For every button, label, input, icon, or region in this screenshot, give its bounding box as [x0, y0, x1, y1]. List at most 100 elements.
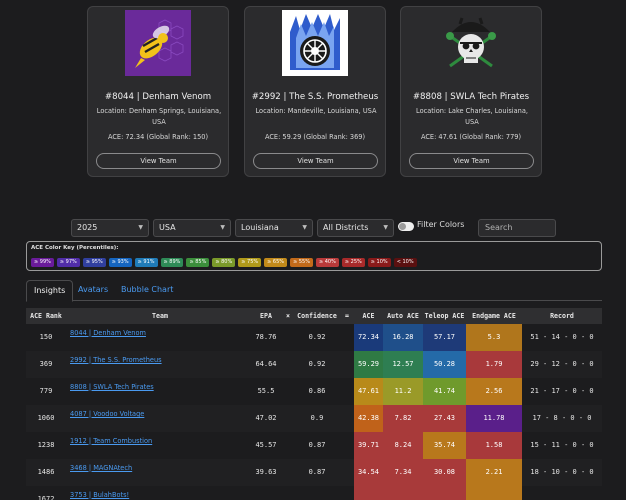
cell-epa: 78.76 — [255, 333, 277, 341]
filter-colors-toggle[interactable] — [398, 222, 414, 231]
cell-conf: 0.92 — [308, 333, 326, 341]
view-team-button[interactable]: View Team — [96, 153, 221, 169]
cell-epa: 47.02 — [255, 414, 277, 422]
cell-record: 17 - 8 - 0 - 0 — [532, 414, 592, 422]
team-ace: ACE: 59.29 (Global Rank: 369) — [264, 133, 366, 141]
cell-endgame: 1.79 — [466, 351, 522, 378]
cell-teleop: 30.08 — [423, 459, 466, 486]
cell-epa: 45.57 — [255, 441, 277, 449]
column-header[interactable]: Confidence — [297, 312, 337, 320]
color-key-chip: < 10% — [393, 258, 417, 267]
cell-conf — [296, 486, 338, 500]
column-header[interactable]: ACE Rank — [30, 312, 62, 320]
team-title: #8808 | SWLA Tech Pirates — [412, 92, 530, 102]
cell-record — [522, 486, 602, 500]
view-team-button[interactable]: View Team — [409, 153, 534, 169]
country-select[interactable]: USA ▼ — [153, 219, 231, 237]
table-row[interactable]: 1238 1912 | Team Combustion 45.57 0.87 39.71… — [26, 432, 602, 459]
team-ace: ACE: 47.61 (Global Rank: 779) — [420, 133, 522, 141]
color-key-chip: ≥ 40% — [315, 258, 339, 267]
team-link[interactable]: 3468 | MAGNAtech — [70, 464, 133, 472]
team-link[interactable]: 2992 | The S.S. Prometheus — [70, 356, 162, 364]
color-key-chip: ≥ 97% — [56, 258, 80, 267]
cell-teleop: 50.28 — [423, 351, 466, 378]
cell-record: 21 - 17 - 0 - 0 — [530, 387, 594, 395]
cell-rank: 369 — [39, 360, 53, 368]
cell-rank: 1060 — [37, 414, 55, 422]
hornet-logo-icon — [125, 10, 191, 76]
column-header[interactable]: × — [286, 312, 290, 320]
table-row[interactable]: 1486 3468 | MAGNAtech 39.63 0.87 34.54 7.34 30… — [26, 459, 602, 486]
country-select-value: USA — [159, 223, 176, 232]
column-header[interactable]: EPA — [260, 312, 272, 320]
year-select[interactable]: 2025 ▼ — [71, 219, 149, 237]
table-body: 150 8044 | Denham Venom 78.76 0.92 72.34 16.2… — [26, 324, 602, 500]
tab-insights[interactable]: Insights — [26, 280, 74, 302]
team-link[interactable]: 4087 | Voodoo Voltage — [70, 410, 145, 418]
color-key-chip: ≥ 93% — [108, 258, 132, 267]
cell-ace: 47.61 — [354, 378, 383, 405]
table-row[interactable]: 369 2992 | The S.S. Prometheus 64.64 0.92 59… — [26, 351, 602, 378]
color-key-chip: ≥ 10% — [367, 258, 391, 267]
column-header[interactable]: = — [345, 312, 349, 320]
cell-endgame — [466, 486, 522, 500]
team-card: #8044 | Denham Venom Location: Denham Sp… — [87, 6, 229, 177]
chevron-down-icon: ▼ — [383, 224, 388, 231]
table-row[interactable]: 150 8044 | Denham Venom 78.76 0.92 72.34 16.2… — [26, 324, 602, 351]
cell-auto — [383, 486, 423, 500]
view-tabs: Insights Avatars Bubble Chart — [26, 280, 602, 302]
table-row[interactable]: 1060 4087 | Voodoo Voltage 47.02 0.9 42.38 7.… — [26, 405, 602, 432]
year-select-value: 2025 — [77, 223, 98, 232]
cell-auto: 11.2 — [383, 378, 423, 405]
chevron-down-icon: ▼ — [138, 224, 143, 231]
cell-auto: 12.57 — [383, 351, 423, 378]
team-link[interactable]: 8044 | Denham Venom — [70, 329, 146, 337]
chevron-down-icon: ▼ — [220, 224, 225, 231]
color-key-items: ≥ 99% ≥ 97% ≥ 95% ≥ 93% ≥ 91% ≥ 89% ≥ 85% ≥ 80%… — [31, 258, 417, 267]
cell-auto: 8.24 — [383, 432, 423, 459]
color-key-chip: ≥ 91% — [134, 258, 158, 267]
color-key-chip: ≥ 55% — [290, 258, 313, 267]
district-select[interactable]: All Districts ▼ — [317, 219, 394, 237]
column-header[interactable]: Endgame ACE — [472, 312, 516, 320]
cell-conf: 0.87 — [308, 441, 326, 449]
chevron-down-icon: ▼ — [302, 224, 307, 231]
state-select[interactable]: Louisiana ▼ — [235, 219, 313, 237]
cell-ace: 42.38 — [354, 405, 383, 432]
team-link[interactable]: 3753 | BulahBots! — [70, 491, 130, 499]
cell-rank: 1672 — [37, 495, 55, 500]
cell-teleop: 41.74 — [423, 378, 466, 405]
color-key-chip: ≥ 99% — [31, 258, 54, 267]
column-header[interactable]: Teleop ACE — [424, 312, 465, 320]
team-location: Location: Denham Springs, Louisiana, USA — [96, 107, 222, 126]
cell-teleop — [423, 486, 466, 500]
cell-epa: 55.5 — [257, 387, 275, 395]
column-header[interactable]: Team — [152, 312, 168, 320]
filter-colors-label: Filter Colors — [417, 220, 465, 229]
cell-record: 51 - 14 - 0 - 0 — [530, 333, 594, 341]
team-link[interactable]: 1912 | Team Combustion — [70, 437, 153, 445]
color-key-chip: ≥ 25% — [341, 258, 365, 267]
color-key-chip: ≥ 75% — [238, 258, 262, 267]
view-team-button[interactable]: View Team — [253, 153, 378, 169]
cell-record: 15 - 11 - 0 - 0 — [530, 441, 594, 449]
team-title: #2992 | The S.S. Prometheus — [251, 92, 379, 102]
pirate-skull-logo-icon — [438, 10, 504, 76]
column-header[interactable]: ACE — [362, 312, 375, 320]
cell-teleop: 27.43 — [423, 405, 466, 432]
cell-conf: 0.86 — [308, 387, 326, 395]
tab-avatars[interactable]: Avatars — [78, 285, 109, 294]
cell-epa: 39.63 — [255, 468, 277, 476]
cell-record: 18 - 10 - 0 - 0 — [530, 468, 594, 476]
search-input[interactable]: Search — [478, 219, 556, 237]
flaming-wheel-logo-icon — [282, 10, 348, 76]
table-row[interactable]: 779 8808 | SWLA Tech Pirates 55.5 0.86 47.61… — [26, 378, 602, 405]
table-row[interactable]: 1672 3753 | BulahBots! — [26, 486, 602, 500]
state-select-value: Louisiana — [241, 223, 279, 232]
tab-bubble-chart[interactable]: Bubble Chart — [121, 285, 174, 294]
color-key-chip: ≥ 95% — [82, 258, 106, 267]
column-header[interactable]: Auto ACE — [387, 312, 419, 320]
column-header[interactable]: Record — [550, 312, 574, 320]
team-link[interactable]: 8808 | SWLA Tech Pirates — [70, 383, 154, 391]
